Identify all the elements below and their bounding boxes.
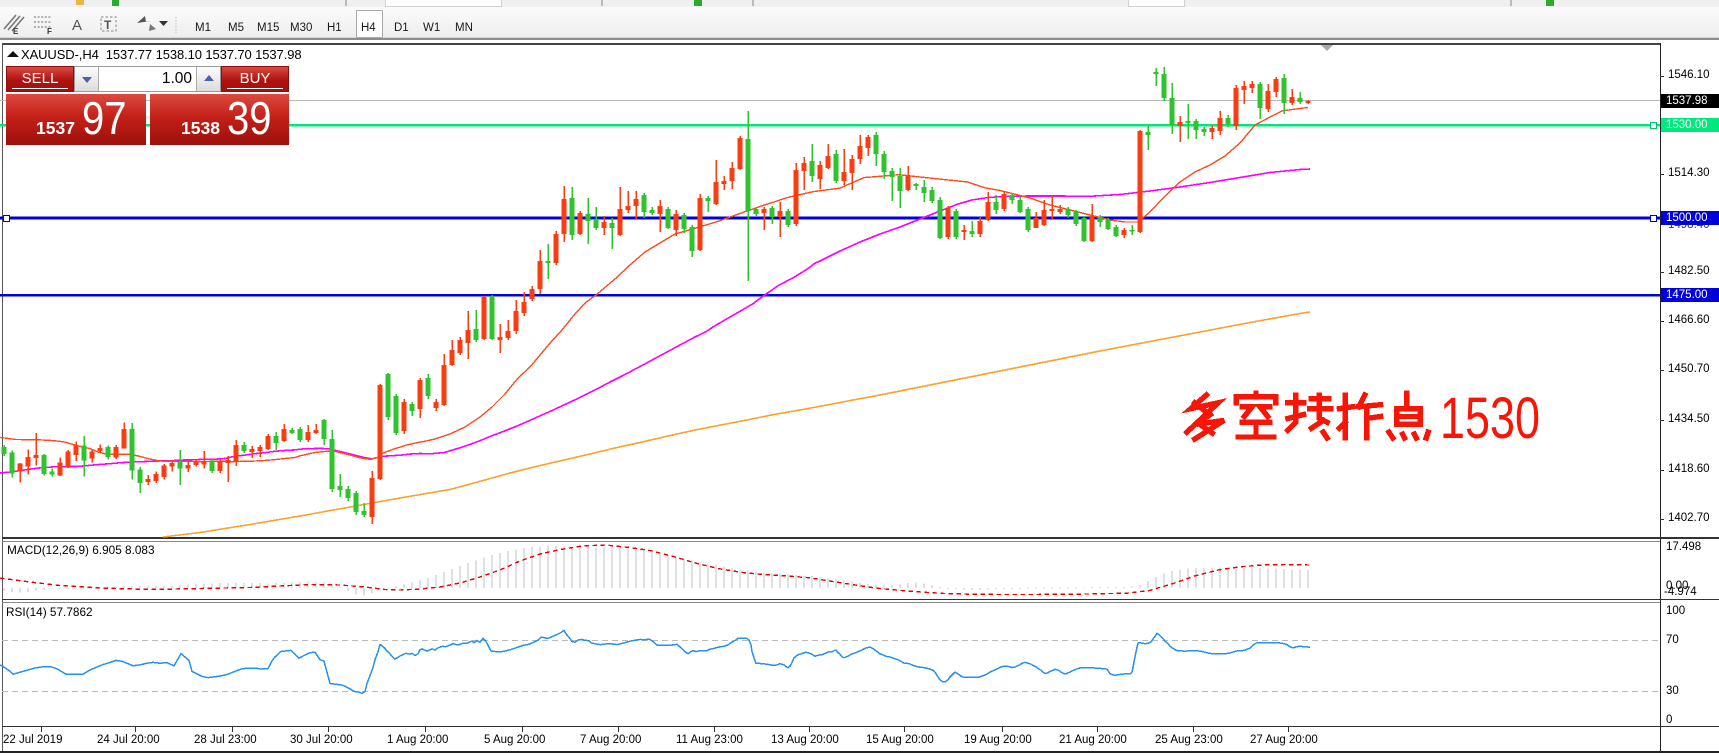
svg-text:F: F	[47, 27, 52, 36]
svg-text:A: A	[72, 17, 82, 34]
svg-text:1530: 1530	[1440, 386, 1540, 451]
svg-text:E: E	[13, 27, 19, 36]
svg-text:T: T	[104, 18, 112, 32]
